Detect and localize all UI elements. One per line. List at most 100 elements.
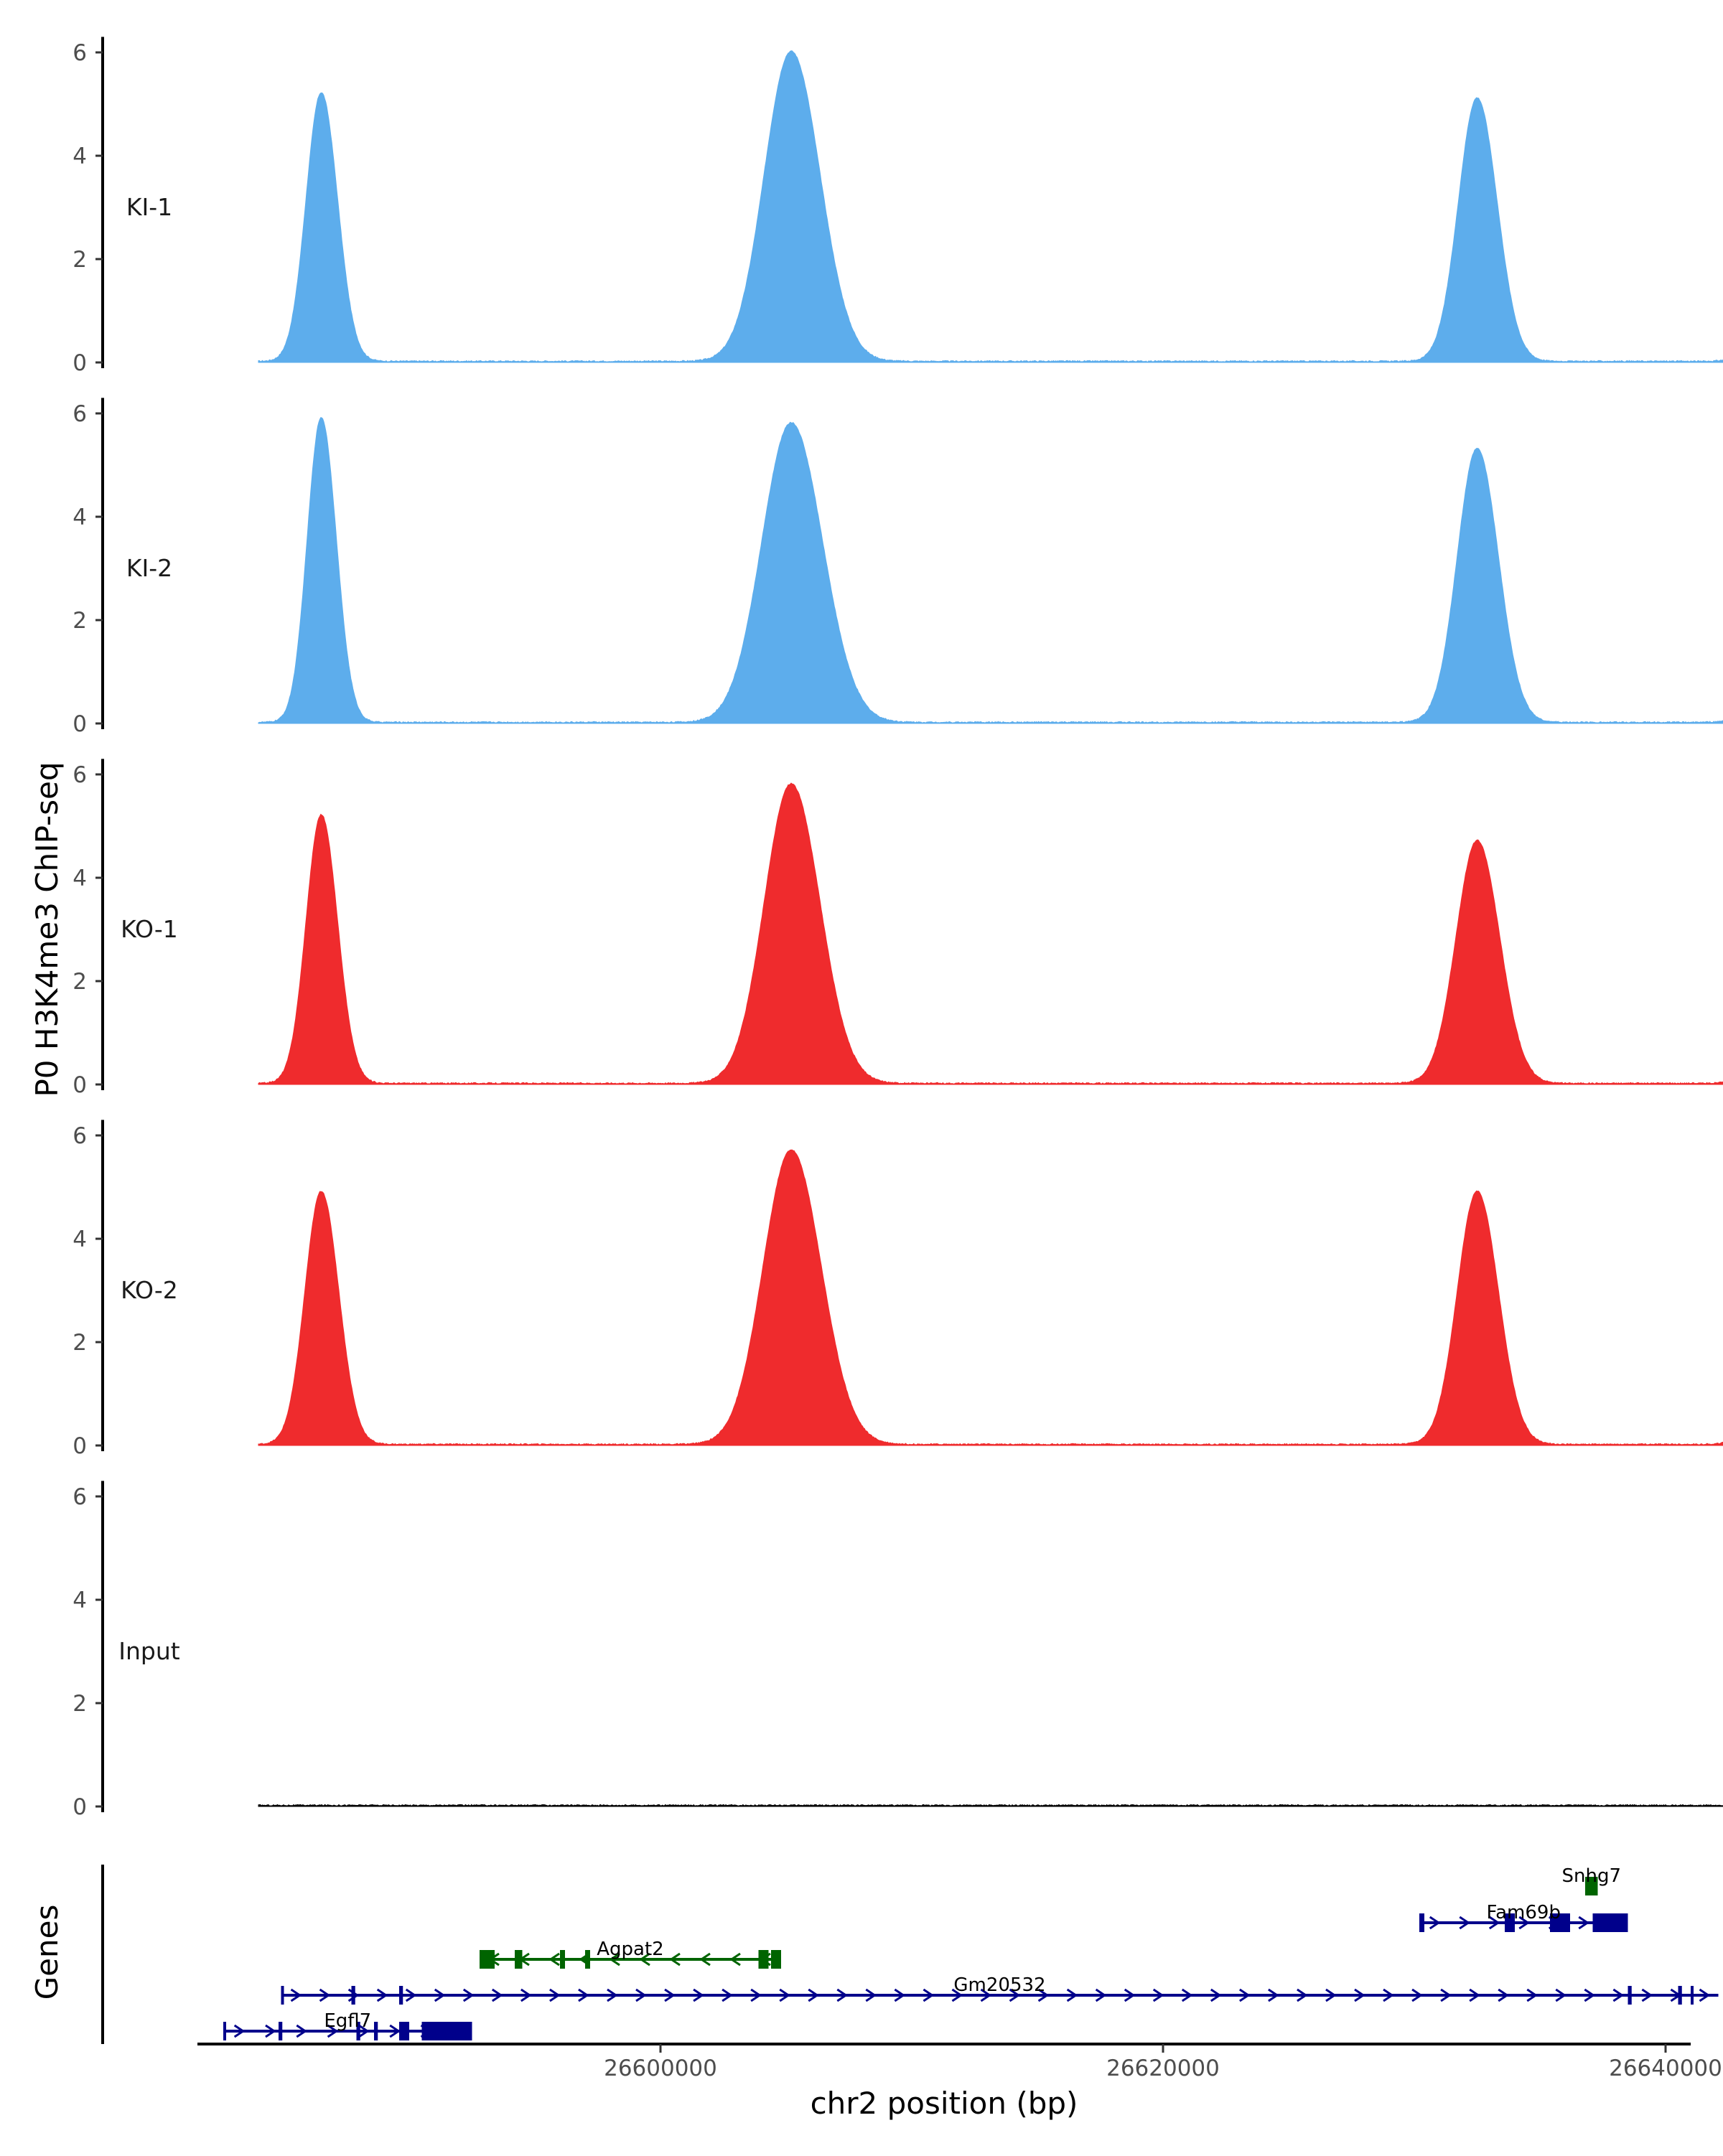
strand-chevron bbox=[980, 1988, 992, 2002]
strand-chevron bbox=[1699, 1988, 1711, 2002]
strand-chevron bbox=[1124, 1988, 1136, 2002]
genes-axis-title: Genes bbox=[29, 1905, 65, 2000]
y-tick-label: 2 bbox=[73, 1330, 87, 1356]
track-input: 0 2 4 6 Input bbox=[73, 1481, 1723, 1820]
strand-chevron bbox=[434, 1988, 446, 2002]
exon-block bbox=[281, 1986, 284, 2005]
strand-chevron bbox=[1210, 1988, 1222, 2002]
strand-chevron bbox=[1584, 1988, 1596, 2002]
exon-block bbox=[399, 1986, 403, 2005]
strand-chevron bbox=[296, 2024, 307, 2038]
y-tick-label: 6 bbox=[73, 40, 87, 66]
y-tick-label: 0 bbox=[73, 1794, 87, 1820]
strand-chevron bbox=[319, 1988, 331, 2002]
signal-area bbox=[258, 782, 1723, 1085]
strand-chevron bbox=[1268, 1988, 1279, 2002]
exon-block bbox=[421, 2022, 472, 2040]
strand-chevron bbox=[1440, 1988, 1452, 2002]
exon-block bbox=[515, 1950, 523, 1969]
y-tick-label: 2 bbox=[73, 247, 87, 273]
signal-tracks: 0 2 4 6 KI-1 0 2 4 6 KI-2 0 2 4 6 KO-1 0 2 4 6 KO-2 0 2 4 6 Inpu… bbox=[73, 37, 1723, 1820]
exon-block bbox=[1585, 1877, 1598, 1895]
strand-chevron bbox=[327, 2024, 339, 2038]
strand-chevron bbox=[548, 1952, 560, 1967]
strand-chevron bbox=[520, 1988, 532, 2002]
y-axis-title: P0 H3K4me3 ChIP-seq bbox=[29, 761, 65, 1097]
exon-block bbox=[223, 2022, 226, 2040]
y-tick-label: 0 bbox=[73, 1072, 87, 1098]
gene-label: Agpat2 bbox=[597, 1939, 663, 1960]
gene-fam69b: Fam69b bbox=[1419, 1902, 1628, 1932]
strand-chevron bbox=[607, 1988, 618, 2002]
strand-chevron bbox=[1469, 1988, 1480, 2002]
y-tick-label: 6 bbox=[73, 762, 87, 788]
track-label: KO-1 bbox=[121, 915, 178, 943]
gene-label: Snhg7 bbox=[1561, 1865, 1621, 1887]
strand-chevron bbox=[1518, 1916, 1530, 1930]
strand-chevron bbox=[1578, 1916, 1589, 1930]
y-tick-label: 0 bbox=[73, 711, 87, 737]
strand-chevron bbox=[1488, 1916, 1500, 1930]
exon-block bbox=[1550, 1913, 1570, 1932]
strand-chevron bbox=[639, 1952, 650, 1967]
strand-chevron bbox=[1239, 1988, 1251, 2002]
exon-block bbox=[771, 1950, 781, 1969]
x-axis-title: chr2 position (bp) bbox=[811, 2086, 1078, 2121]
strand-chevron bbox=[1354, 1988, 1365, 2002]
strand-chevron bbox=[1411, 1988, 1423, 2002]
gene-label: Gm20532 bbox=[953, 1974, 1045, 1996]
strand-chevron bbox=[376, 1988, 388, 2002]
exon-block bbox=[758, 1950, 769, 1969]
exon-block bbox=[480, 1950, 495, 1969]
strand-chevron bbox=[1526, 1988, 1538, 2002]
y-tick-label: 4 bbox=[73, 505, 87, 530]
track-ki-1: 0 2 4 6 KI-1 bbox=[73, 37, 1723, 376]
x-tick-label: 26620000 bbox=[1106, 2056, 1220, 2081]
strand-chevron bbox=[722, 1988, 733, 2002]
y-tick-label: 2 bbox=[73, 608, 87, 634]
x-tick-label: 26640000 bbox=[1609, 2056, 1722, 2081]
track-label: KO-2 bbox=[121, 1276, 178, 1304]
exon-block bbox=[356, 2022, 360, 2040]
signal-area bbox=[258, 50, 1723, 363]
strand-chevron bbox=[836, 1988, 848, 2002]
strand-chevron bbox=[1498, 1988, 1509, 2002]
y-tick-label: 6 bbox=[73, 401, 87, 427]
y-tick-label: 4 bbox=[73, 144, 87, 169]
exon-block bbox=[1691, 1986, 1694, 2005]
track-label: Input bbox=[118, 1637, 180, 1665]
y-tick-label: 4 bbox=[73, 1588, 87, 1613]
signal-area bbox=[258, 417, 1723, 724]
signal-area bbox=[258, 1149, 1723, 1446]
strand-chevron bbox=[894, 1988, 906, 2002]
strand-chevron bbox=[923, 1988, 935, 2002]
strand-chevron bbox=[1459, 1916, 1470, 1930]
strand-chevron bbox=[1181, 1988, 1193, 2002]
strand-chevron bbox=[693, 1988, 704, 2002]
strand-chevron bbox=[951, 1988, 963, 2002]
strand-chevron bbox=[1037, 1988, 1050, 2002]
strand-chevron bbox=[865, 1988, 877, 2002]
exon-block bbox=[351, 1986, 355, 2005]
gene-egfl7: Egfl7 bbox=[223, 2010, 472, 2040]
strand-chevron bbox=[1095, 1988, 1107, 2002]
strand-chevron bbox=[1297, 1988, 1308, 2002]
exon-block bbox=[399, 2022, 409, 2040]
strand-chevron bbox=[808, 1988, 819, 2002]
strand-chevron bbox=[491, 1988, 503, 2002]
strand-chevron bbox=[578, 1988, 589, 2002]
y-tick-label: 4 bbox=[73, 1227, 87, 1252]
exon-block bbox=[1419, 1913, 1424, 1932]
y-tick-label: 0 bbox=[73, 1433, 87, 1459]
signal-area bbox=[258, 1804, 1723, 1807]
track-ko-1: 0 2 4 6 KO-1 bbox=[73, 759, 1723, 1098]
strand-chevron bbox=[290, 1988, 302, 2002]
gene-agpat2: Agpat2 bbox=[480, 1939, 781, 1969]
gene-gm20532: Gm20532 bbox=[281, 1974, 1719, 2005]
y-tick-label: 6 bbox=[73, 1123, 87, 1149]
strand-chevron bbox=[1152, 1988, 1164, 2002]
strand-chevron bbox=[233, 2024, 246, 2038]
strand-chevron bbox=[1009, 1988, 1021, 2002]
strand-chevron bbox=[358, 2024, 370, 2038]
